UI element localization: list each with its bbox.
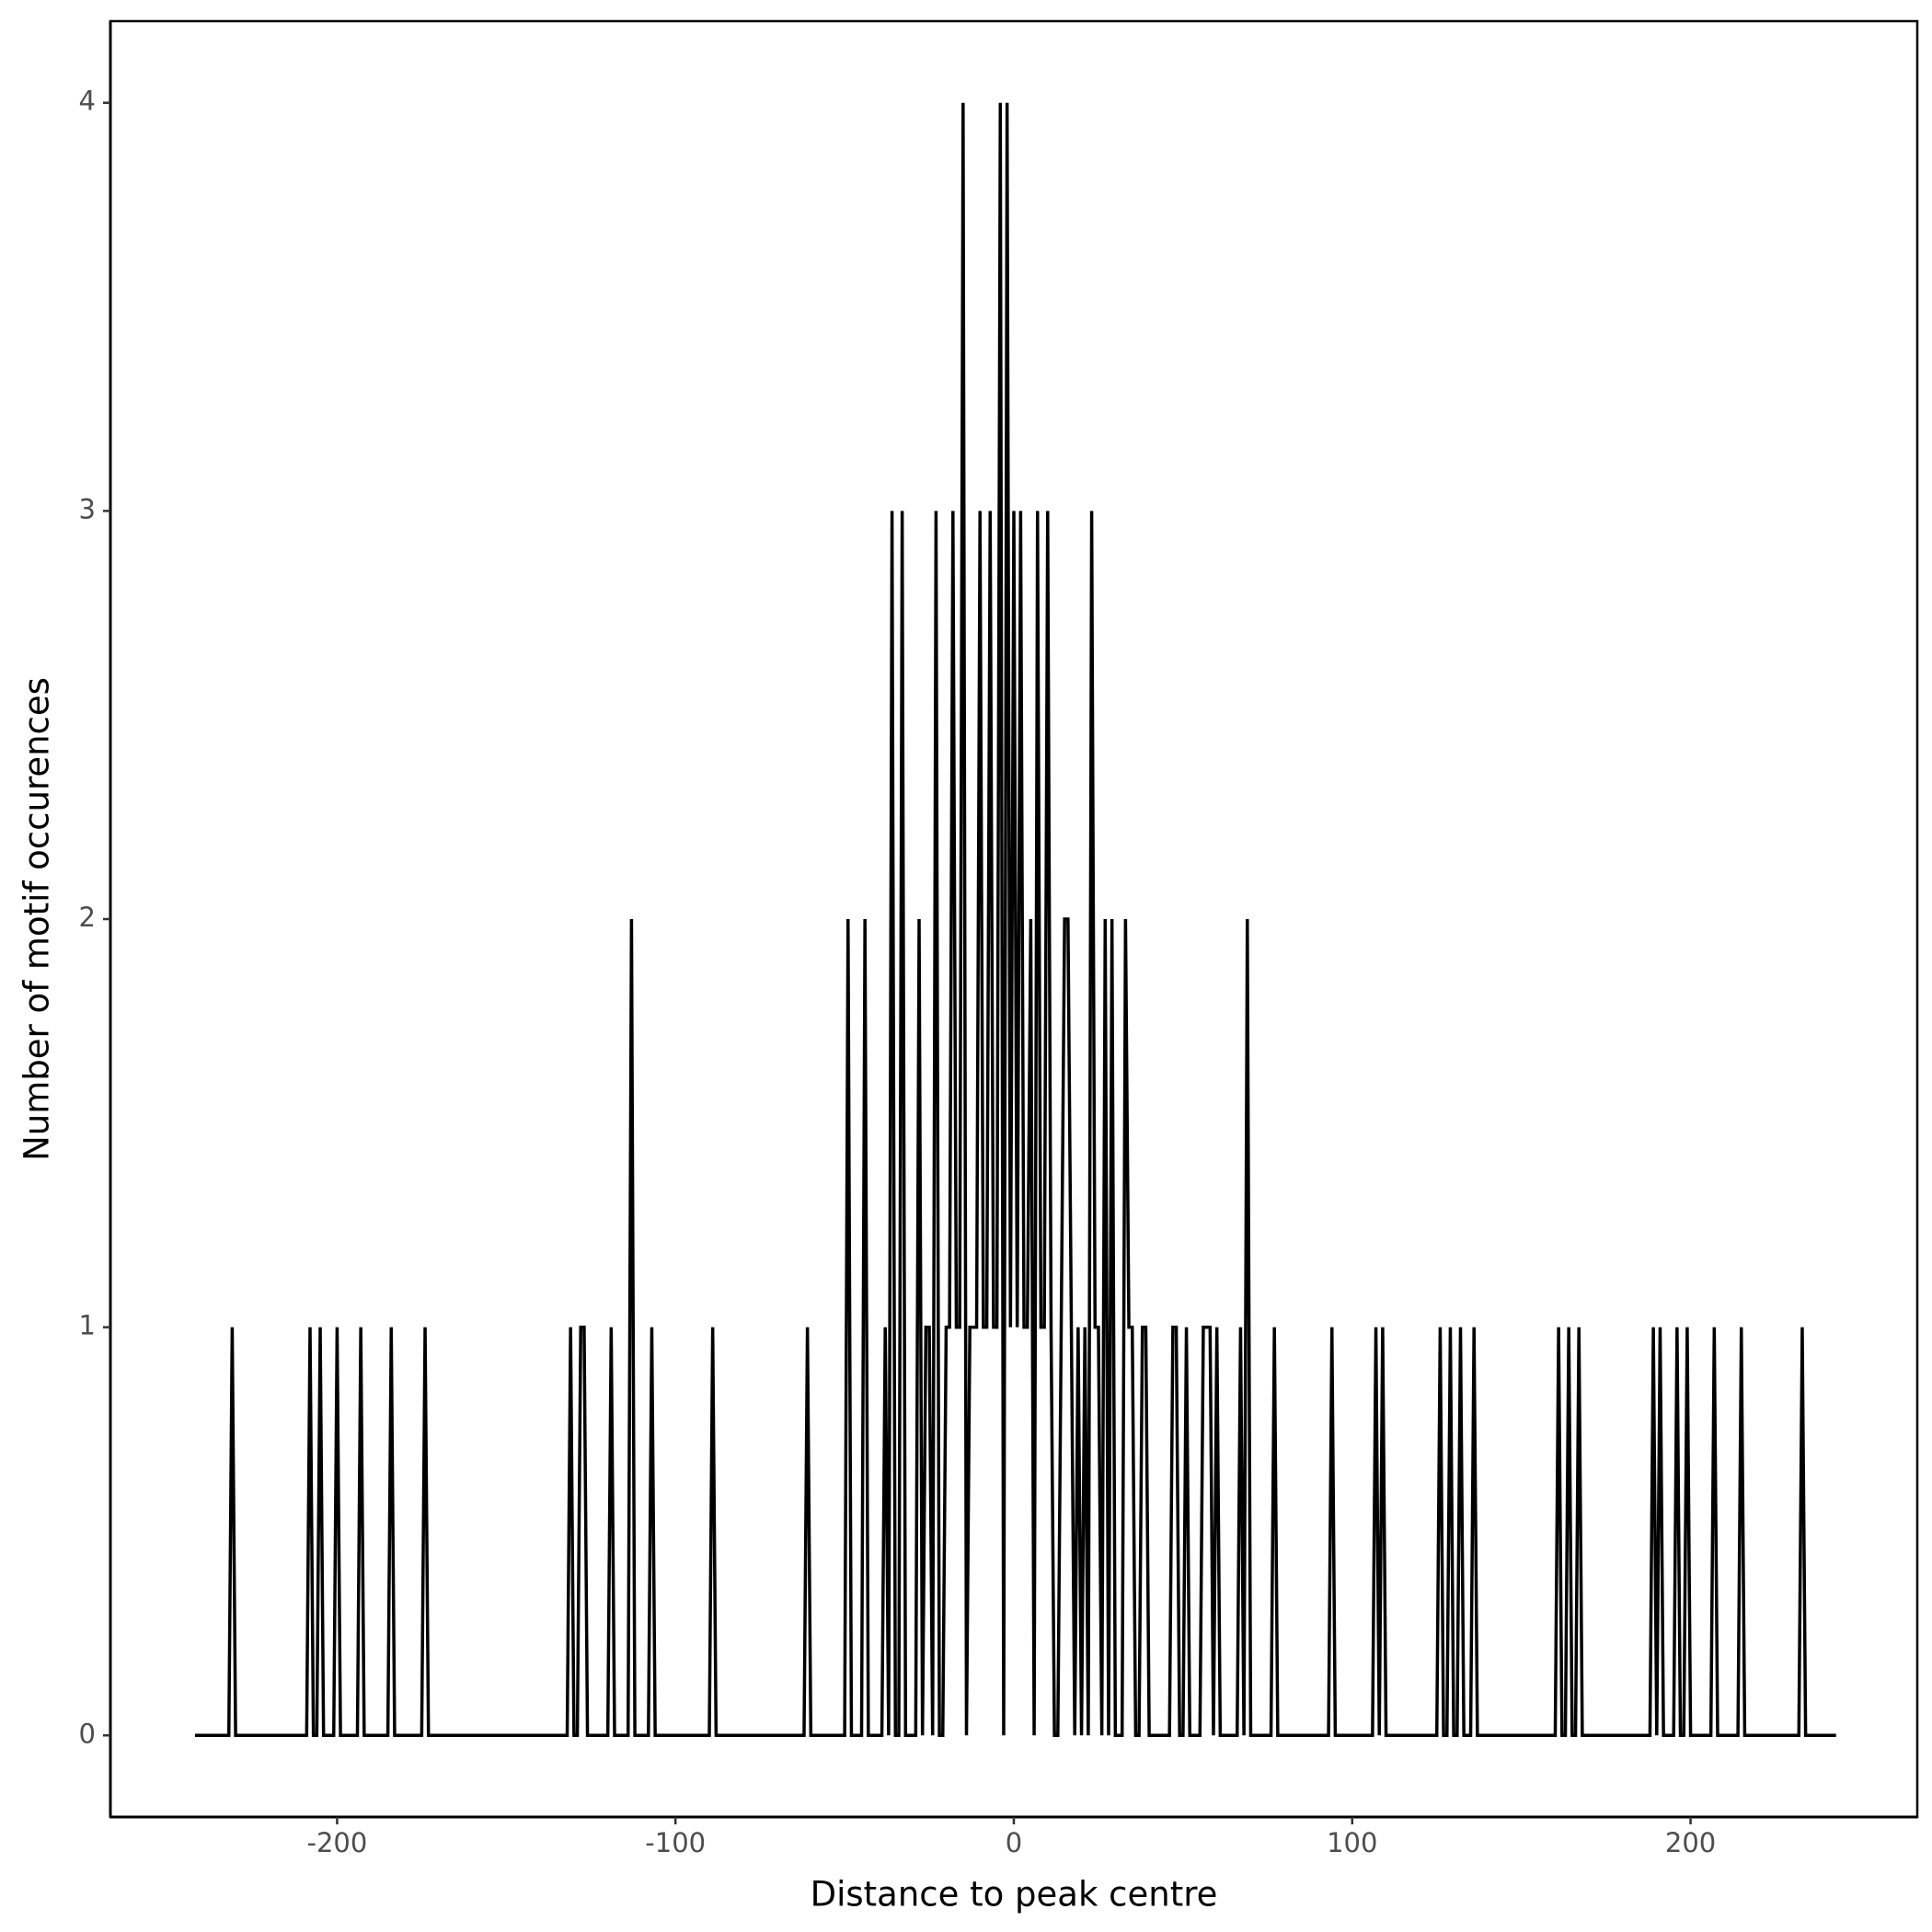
y-tick-label: 3 [79, 493, 96, 524]
x-tick-label: 200 [1665, 1827, 1716, 1858]
x-tick-label: -100 [645, 1827, 706, 1858]
y-axis-title: Number of motif occurences [17, 677, 57, 1161]
panel-border [109, 19, 1919, 1819]
x-axis-title: Distance to peak centre [811, 1875, 1218, 1915]
y-tick-label: 1 [79, 1310, 96, 1341]
x-tick-label: 100 [1327, 1827, 1377, 1858]
x-tick-label: -200 [307, 1827, 368, 1858]
y-tick-label: 2 [79, 902, 96, 933]
data-line [194, 102, 1836, 1738]
y-tick-label: 0 [79, 1718, 96, 1749]
y-tick-label: 4 [79, 86, 96, 117]
x-tick-label: 0 [1006, 1827, 1022, 1858]
